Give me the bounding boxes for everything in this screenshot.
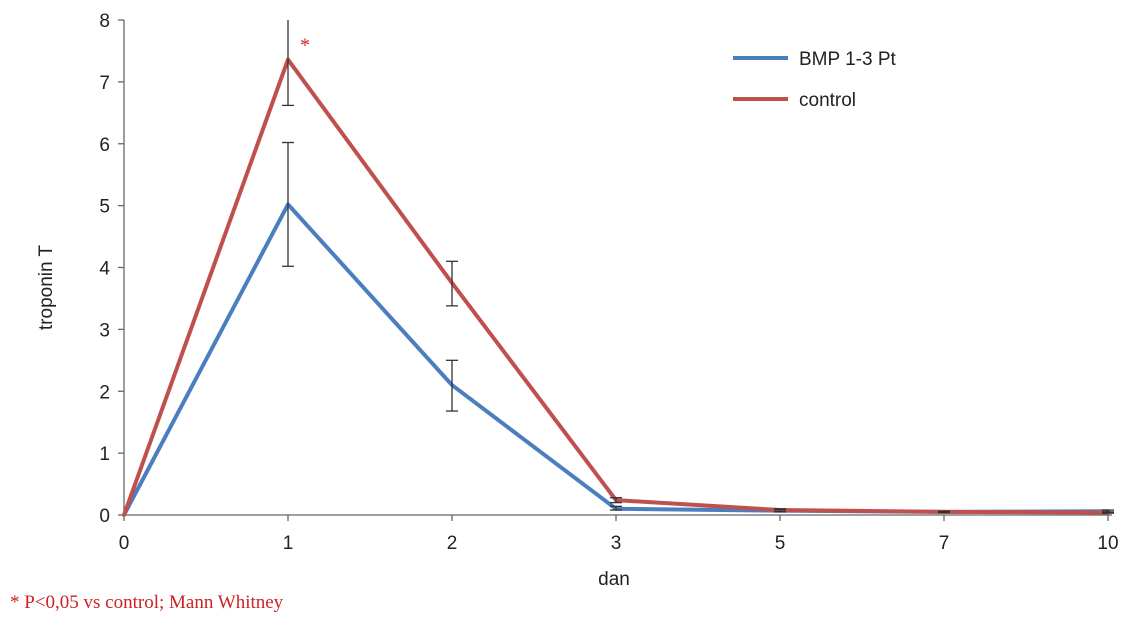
- error-bar: [1102, 511, 1114, 514]
- error-bars: [282, 20, 1114, 514]
- legend-label-0: BMP 1-3 Pt: [799, 49, 897, 70]
- x-tick-label: 3: [611, 533, 622, 554]
- y-axis-title: troponin T: [36, 245, 57, 331]
- error-bar: [282, 20, 294, 107]
- tick-marks: 0 1 2 3 4 5 6 7 8 0 1 2 3 5 7 10: [99, 11, 1118, 554]
- error-bar: [282, 141, 294, 267]
- axes: [123, 20, 1112, 516]
- legend-label-1: control: [799, 90, 856, 111]
- y-tick-label: 7: [99, 73, 110, 94]
- x-axis-title: dan: [598, 569, 630, 590]
- x-tick-label: 10: [1097, 533, 1118, 554]
- y-tick-label: 3: [99, 320, 110, 341]
- series-line-0: [122, 202, 1110, 517]
- error-bar: [446, 359, 458, 412]
- annotations: *: [300, 35, 310, 57]
- x-tick-label: 7: [939, 533, 950, 554]
- y-tick-label: 2: [99, 382, 110, 403]
- significance-marker: *: [300, 35, 310, 57]
- x-tick-label: 2: [447, 533, 458, 554]
- y-tick-label: 0: [99, 506, 110, 527]
- series-layer: [122, 57, 1110, 517]
- line-chart: 0 1 2 3 4 5 6 7 8 0 1 2 3 5 7 10 * dan troponin T BMP 1…: [36, 11, 1119, 590]
- footnote: * P<0,05 vs control; Mann Whitney: [10, 592, 284, 613]
- legend: BMP 1-3 Pt control: [733, 49, 897, 111]
- error-bar: [446, 260, 458, 307]
- x-tick-label: 1: [283, 533, 294, 554]
- y-tick-label: 5: [99, 197, 110, 218]
- y-tick-label: 4: [99, 259, 110, 280]
- error-bar: [610, 505, 622, 511]
- error-bar: [938, 510, 950, 514]
- x-tick-label: 0: [119, 533, 130, 554]
- error-bar: [774, 508, 786, 512]
- y-tick-label: 6: [99, 135, 110, 156]
- error-bar: [610, 497, 622, 504]
- x-tick-label: 5: [775, 533, 786, 554]
- y-tick-label: 1: [99, 444, 110, 465]
- series-line-1: [122, 57, 1110, 517]
- y-tick-label: 8: [99, 11, 110, 32]
